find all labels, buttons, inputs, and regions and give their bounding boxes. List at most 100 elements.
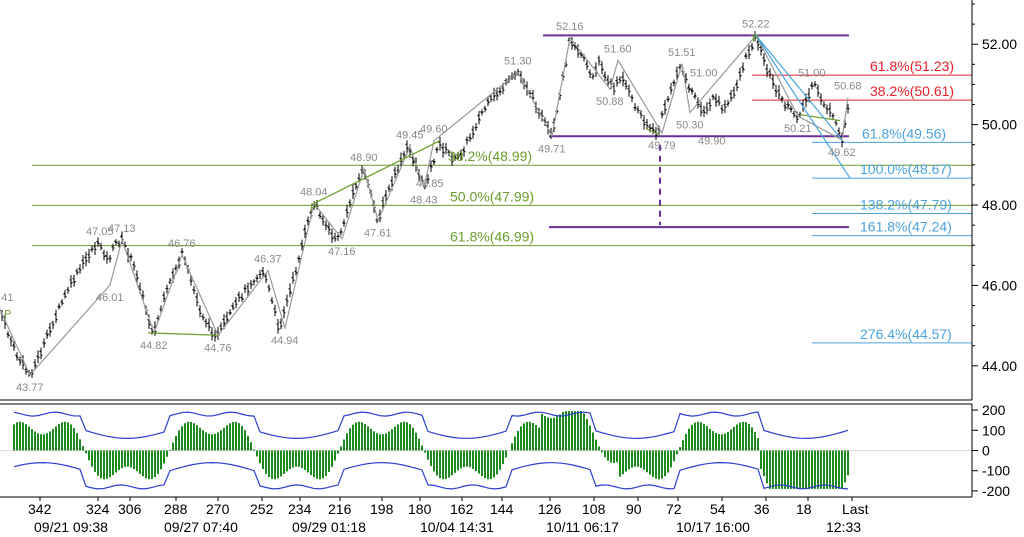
fib-label: 61.8%(49.56) [862, 125, 946, 141]
price-bar-open [525, 84, 528, 88]
price-label: 49.45 [396, 130, 424, 142]
fib-label: 138.2%(47.79) [860, 196, 952, 212]
price-bar-close [235, 303, 238, 306]
price-bar-close [226, 318, 229, 321]
price-bar-close [343, 222, 346, 224]
wave-marker: P [310, 202, 317, 214]
price-label: 51.00 [798, 67, 826, 79]
price-bar-close [256, 277, 259, 280]
projection-leg [755, 35, 851, 179]
price-bar-close [742, 68, 745, 71]
price-bar-open [309, 211, 312, 214]
price-tick-label: 52.00 [982, 36, 1017, 52]
date-tick-label: 10/04 14:31 [420, 519, 494, 535]
price-bar-close [640, 114, 643, 116]
price-bar-close [457, 155, 460, 159]
price-bar-open [699, 105, 702, 108]
price-bar-close [790, 107, 793, 111]
price-tick-label: 44.00 [982, 358, 1017, 374]
projection-leg [755, 34, 843, 141]
time-tick-label: 162 [450, 501, 474, 517]
time-tick-label: 252 [250, 501, 274, 517]
price-bar-open [624, 83, 627, 85]
price-bar-open [315, 203, 318, 206]
price-bar-open [648, 126, 651, 128]
price-bar-open [477, 114, 480, 117]
price-bar-close [694, 94, 697, 97]
price-bar-open [402, 153, 405, 155]
price-label: 46.01 [96, 292, 124, 304]
price-bar-open [156, 317, 159, 320]
price-bar-close [571, 44, 574, 47]
price-bar-close [715, 100, 718, 104]
price-bar-close [328, 228, 331, 231]
price-bar-open [573, 44, 576, 47]
fib-label: 276.4%(44.57) [860, 326, 952, 342]
price-bar-close [451, 160, 454, 163]
price-bar-open [237, 293, 240, 297]
price-bar-open [453, 156, 456, 159]
price-bar-open [351, 190, 354, 192]
price-bar-close [580, 53, 583, 57]
price-label: 51.51 [668, 47, 696, 59]
price-bar-close [727, 102, 730, 105]
price-bar-open [486, 99, 489, 102]
price-bar-open [627, 88, 630, 90]
price-bar-close [247, 290, 250, 293]
price-bar-close [712, 95, 715, 98]
price-bar-open [822, 104, 825, 107]
price-label: 48.85 [416, 178, 444, 190]
fib-label: 38.2%(48.99) [448, 148, 532, 164]
price-bar-close [304, 232, 307, 235]
price-tick-label: 48.00 [982, 197, 1017, 213]
price-bar-open [222, 318, 225, 321]
price-label: 46.37 [254, 254, 282, 266]
price-bar-open [135, 273, 138, 276]
price-bar-close [835, 123, 838, 125]
price-bar-close [190, 280, 193, 283]
price-bar-close [781, 97, 784, 100]
trend-line [313, 140, 441, 204]
price-bar-open [54, 313, 57, 316]
price-label: 50.21 [784, 123, 812, 135]
price-bar-open [12, 343, 15, 347]
time-tick-label: Last [842, 501, 869, 517]
price-bar-close [82, 262, 85, 264]
price-bar-open [450, 155, 453, 158]
price-bar-open [777, 89, 780, 92]
price-bar-open [612, 85, 615, 88]
price-bar-open [78, 267, 81, 270]
price-bar-open [735, 82, 738, 86]
price-bar-open [804, 97, 807, 100]
price-bar-open [411, 156, 414, 159]
fib-label: 161.8%(47.24) [860, 219, 952, 235]
price-bar-open [84, 256, 87, 259]
price-bar-open [678, 66, 681, 69]
price-bar-open [240, 296, 243, 299]
osc-tick-label: 0 [982, 443, 990, 459]
price-bar-open [645, 121, 648, 124]
price-bar-close [454, 155, 457, 159]
price-bar-open [96, 240, 99, 244]
osc-tick-label: -100 [982, 463, 1010, 479]
price-bar-close [274, 311, 277, 314]
upper-band [13, 411, 849, 439]
price-bar-close [700, 111, 703, 114]
price-bar-open [6, 333, 9, 335]
price-bar-close [724, 106, 727, 108]
price-bar-open [99, 244, 102, 247]
price-bar-open [171, 271, 174, 274]
price-bar-open [480, 111, 483, 114]
price-bar-open [630, 96, 633, 99]
price-bar-close [685, 78, 688, 81]
price-bar-open [177, 259, 180, 261]
price-bar-open [588, 71, 591, 74]
price-bar-close [196, 301, 199, 303]
price-bar-open [579, 52, 582, 54]
price-bar-open [300, 242, 303, 245]
price-bar-open [774, 89, 777, 92]
price-bar-close [406, 147, 409, 150]
price-bar-open [732, 89, 735, 92]
